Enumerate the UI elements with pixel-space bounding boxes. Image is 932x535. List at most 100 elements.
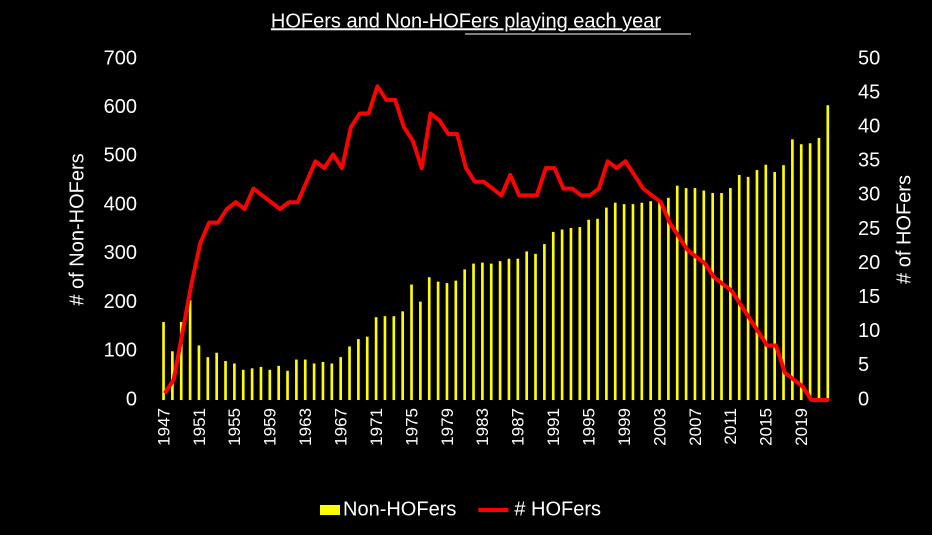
bar: [454, 280, 458, 400]
bar: [525, 251, 528, 400]
y2-tick-label: 20: [858, 252, 880, 274]
x-tick-label: 1987: [509, 408, 528, 446]
legend-label: Non-HOFers: [343, 498, 456, 520]
bar: [746, 176, 750, 400]
bar: [782, 165, 785, 400]
y-tick-label: 100: [104, 340, 137, 362]
bar: [392, 316, 396, 400]
x-tick-label: 1955: [225, 408, 244, 446]
x-tick-label: 2011: [721, 408, 740, 445]
bar: [560, 229, 564, 400]
bar: [605, 207, 608, 400]
bar: [241, 369, 245, 400]
x-tick-label: 2003: [650, 408, 669, 446]
bar: [684, 188, 688, 400]
y-tick-label: 0: [126, 388, 137, 410]
chart-title: HOFers and Non-HOFers playing each year: [271, 10, 661, 32]
x-tick-label: 1967: [331, 408, 350, 446]
bar: [799, 144, 803, 400]
y-tick-label: 500: [104, 145, 137, 167]
y2-tick-label: 25: [858, 218, 880, 240]
bar: [569, 228, 573, 400]
bar: [401, 311, 404, 400]
bar: [649, 201, 652, 400]
bar: [472, 263, 475, 400]
x-tick-label: 2015: [757, 408, 776, 446]
y2-tick-label: 15: [858, 286, 880, 308]
bar: [410, 284, 413, 400]
x-tick-label: 1991: [544, 408, 563, 446]
bar: [162, 322, 165, 400]
bar: [675, 185, 679, 400]
bar: [551, 231, 555, 400]
bar: [374, 317, 378, 400]
bar: [197, 345, 201, 400]
bar: [215, 352, 218, 400]
bar: [489, 263, 493, 400]
y2-axis-label: # of HOFers: [893, 175, 915, 284]
bar: [463, 269, 466, 400]
bar: [171, 351, 174, 400]
bar: [303, 359, 307, 400]
bar: [365, 336, 369, 400]
bar: [436, 281, 440, 400]
x-tick-label: 1951: [190, 408, 209, 446]
bar: [613, 202, 617, 400]
y2-tick-label: 40: [858, 115, 880, 137]
bar: [357, 339, 360, 400]
y-tick-label: 200: [104, 291, 137, 313]
y-tick-label: 700: [104, 47, 137, 69]
y-tick-label: 600: [104, 96, 137, 118]
y-tick-label: 400: [104, 193, 137, 215]
bar: [383, 316, 387, 400]
bar: [587, 219, 590, 400]
x-tick-label: 2007: [686, 408, 705, 446]
bar: [764, 164, 768, 400]
bar: [516, 258, 520, 400]
bar: [693, 188, 697, 400]
legend-swatch: [320, 505, 340, 515]
x-tick-label: 1963: [296, 408, 315, 446]
bar: [498, 261, 502, 400]
y2-tick-label: 30: [858, 184, 880, 206]
bar: [640, 202, 644, 400]
bar: [658, 200, 661, 400]
bar: [711, 192, 714, 400]
y2-tick-label: 0: [858, 388, 869, 410]
bar: [729, 188, 732, 400]
bar: [773, 172, 776, 400]
bar: [206, 357, 210, 400]
bar: [481, 262, 484, 400]
x-tick-label: 1971: [367, 408, 386, 446]
bar: [755, 170, 759, 400]
y2-tick-label: 10: [858, 320, 880, 342]
x-tick-label: 1979: [438, 408, 457, 446]
x-tick-label: 1975: [402, 408, 421, 446]
x-tick-label: 2019: [792, 408, 811, 446]
bar: [826, 105, 830, 401]
bar: [224, 361, 227, 400]
bar: [259, 366, 263, 400]
bar: [720, 192, 723, 400]
bar: [622, 204, 626, 400]
bar: [188, 300, 192, 400]
bar: [427, 277, 431, 400]
bar: [268, 369, 272, 400]
bar: [507, 258, 511, 400]
bar: [330, 363, 334, 400]
x-tick-label: 1995: [579, 408, 598, 446]
bar: [348, 346, 351, 400]
bar: [543, 244, 546, 400]
bar: [596, 218, 599, 400]
x-tick-label: 1999: [615, 408, 634, 446]
line: [163, 84, 830, 402]
bar: [791, 139, 794, 400]
y2-tick-label: 5: [858, 354, 869, 376]
bar: [631, 204, 635, 400]
bar: [295, 359, 298, 400]
bar: [250, 368, 254, 400]
x-tick-label: 1983: [473, 408, 492, 446]
y2-tick-label: 35: [858, 150, 880, 172]
bar: [445, 283, 449, 400]
legend-label: # HOFers: [514, 498, 601, 520]
